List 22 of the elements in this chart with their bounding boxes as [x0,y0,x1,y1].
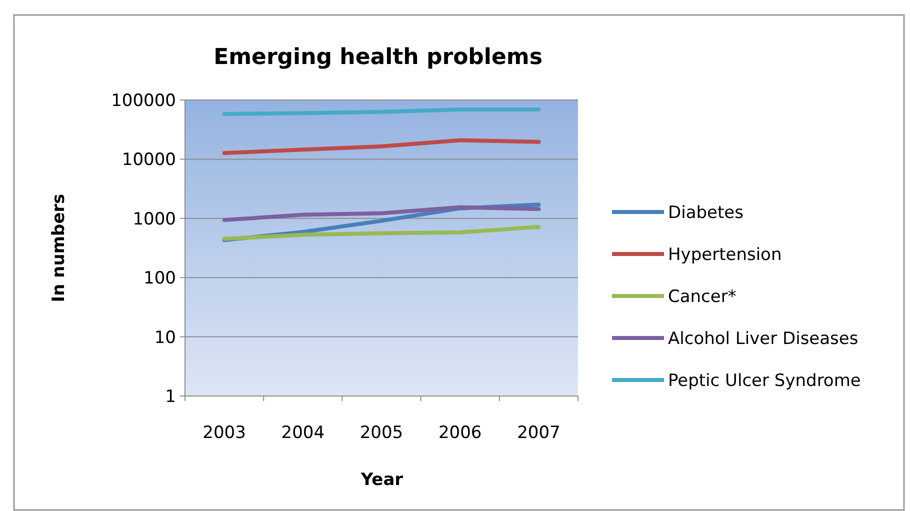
legend-label: Diabetes [668,202,744,223]
x-tick-label: 2003 [202,423,246,443]
y-tick-label: 10 [154,328,176,348]
legend-label: Alcohol Liver Diseases [668,328,858,349]
y-tick-label: 1 [165,386,176,407]
y-axis-title: In numbers [49,194,69,302]
y-tick-label: 100 [144,268,176,289]
chart-title: Emerging health problems [214,45,542,70]
y-tick-label: 1000 [132,209,176,230]
x-tick-label: 2004 [281,423,325,443]
y-tick-label: 100000 [111,90,176,111]
legend-label: Cancer* [668,286,736,307]
x-tick-label: 2006 [438,423,482,443]
legend-label: Hypertension [668,244,782,265]
x-tick-label: 2005 [360,423,404,443]
x-axis-title: Year [360,470,404,490]
line-series [222,224,541,241]
legend-label: Peptic Ulcer Syndrome [668,370,861,391]
line-series [222,205,541,222]
y-tick-label: 10000 [122,150,176,170]
line-series [222,138,541,156]
x-tick-label: 2007 [517,423,560,443]
